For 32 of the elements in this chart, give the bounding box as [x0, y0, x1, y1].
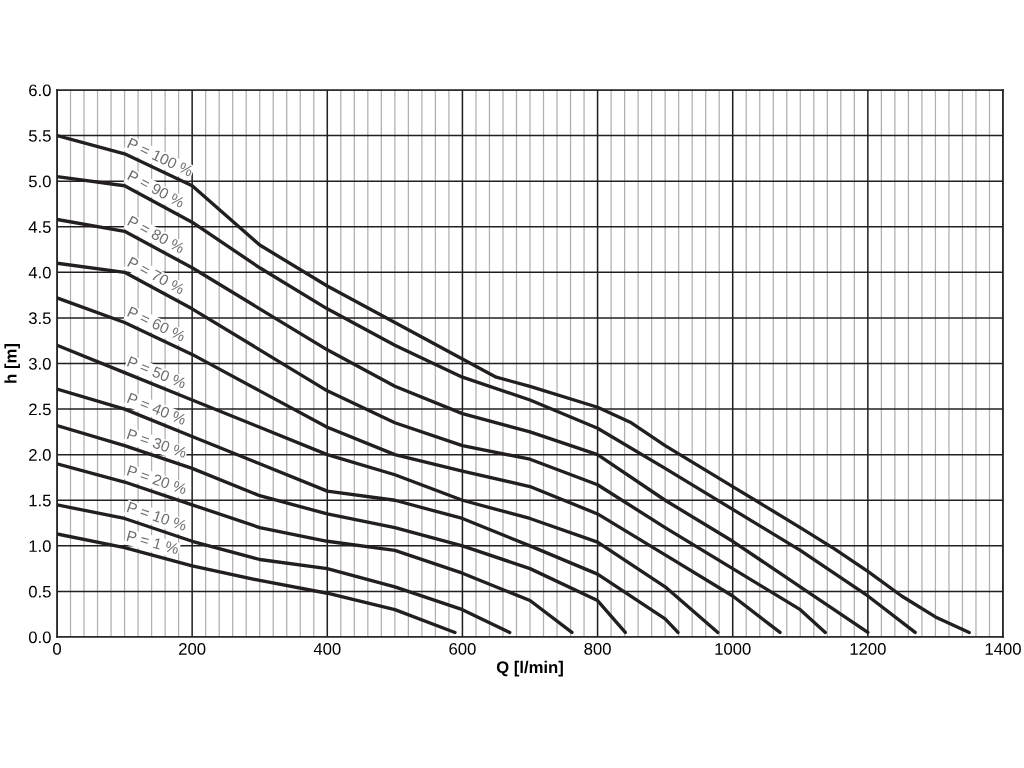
y-tick-label: 1.5	[29, 494, 51, 507]
text: P = 80 %	[127, 215, 186, 254]
y-tick-label: 5.5	[28, 130, 51, 142]
y-tick-label: 0.0	[28, 631, 51, 644]
x-tick-label: 0	[53, 643, 61, 655]
y-tick-label: 2.0	[29, 449, 51, 461]
x-tick-label: 800	[584, 643, 611, 655]
text: P = 1 %	[126, 530, 180, 555]
text: P = 60 %	[126, 306, 187, 342]
y-tick-label: 3.0	[28, 357, 51, 370]
text: P = 50 %	[126, 356, 187, 389]
y-tick-label: 4.0	[28, 266, 51, 279]
y-tick-label: 0.5	[28, 585, 51, 598]
x-tick-label: 600	[449, 643, 476, 655]
y-tick-label: 3.5	[28, 312, 51, 325]
x-tick-label: 200	[179, 643, 206, 655]
y-tick-label: 2.5	[29, 403, 51, 416]
y-tick-label: 1.0	[29, 540, 51, 553]
y-tick-label: 6.0	[29, 84, 51, 97]
x-tick-label: 1000	[715, 643, 751, 655]
x-axis-title: Q [l/min]	[496, 660, 563, 677]
text: P = 30 %	[126, 428, 188, 459]
y-tick-label: 5.0	[28, 175, 51, 188]
x-tick-label: 400	[313, 643, 341, 655]
text: P = 70 %	[127, 256, 186, 295]
y-axis-title: h [m]	[4, 344, 20, 383]
x-tick-label: 1200	[850, 643, 886, 655]
text: P = 40 %	[126, 392, 187, 426]
text: P = 10 %	[126, 501, 188, 532]
y-tick-label: 4.5	[28, 221, 51, 233]
text: P = 20 %	[126, 465, 188, 495]
x-tick-label: 1400	[985, 643, 1021, 655]
